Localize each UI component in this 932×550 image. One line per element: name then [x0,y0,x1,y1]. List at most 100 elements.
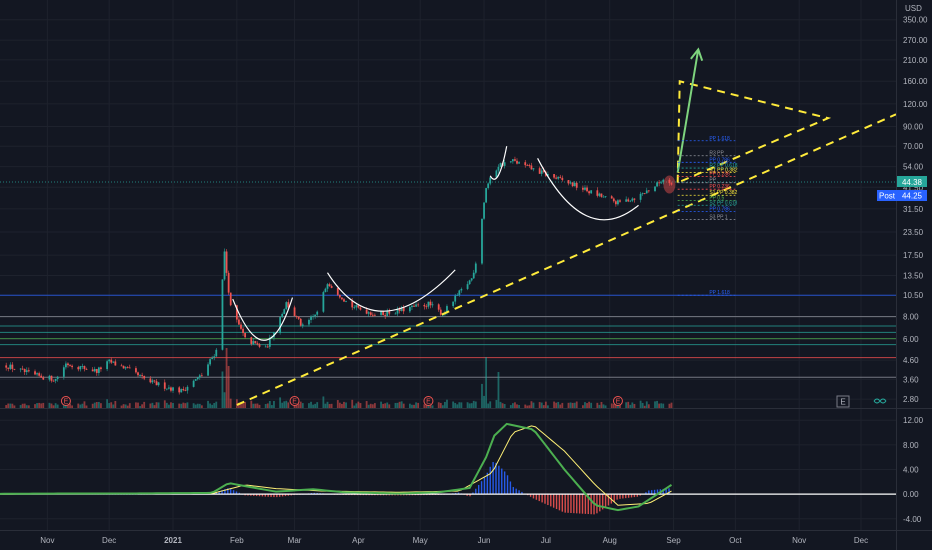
time-tick-label: Nov [792,536,806,545]
macd-histogram-bar [229,488,232,495]
volume-bar [408,403,411,408]
candle-body [229,292,232,306]
volume-bar [295,405,298,408]
macd-histogram-bar [501,468,503,495]
volume-bar [559,404,562,408]
price-axis[interactable]: 350.00 270.00 210.00 160.00 120.00 90.00 70.00… [903,16,928,404]
macd-histogram-bar [515,488,517,495]
macd-histogram-bar [276,494,278,498]
volume-bar [596,402,599,408]
candle-body [221,279,224,350]
candle-body [19,368,22,370]
volume-bar [524,404,527,408]
price-tick-label: 270.00 [903,36,928,45]
candle-body [308,319,310,325]
link-icon[interactable] [873,398,887,404]
macd-histogram-bar [498,465,500,495]
macd-histogram-bar [538,494,540,502]
volume-bar [238,402,240,408]
macd-histogram-bar [535,494,538,500]
candle-body [345,301,347,302]
e-button-label[interactable]: E [840,398,845,407]
volume-bar [532,402,535,408]
volume-bar [69,403,71,408]
macd-histogram-bar [599,494,601,512]
candle-body [21,368,24,370]
candle-body [380,311,382,315]
macd-histogram-bar [558,494,561,511]
candle-body [172,387,174,391]
candle-body [85,368,88,370]
candle-body [163,382,166,389]
volume-bar [328,404,331,408]
candle-body [322,292,325,312]
candle-body [110,359,113,363]
price-tick-label: 17.50 [903,251,924,260]
candle-body [264,346,267,348]
candle-body [312,316,314,317]
volume-bar [470,403,473,408]
time-tick-label: 2021 [164,536,182,545]
volume-bar [439,402,442,408]
e-button[interactable]: E [836,395,850,408]
volume-bar [501,403,504,408]
time-axis[interactable]: Nov Dec 2021 Feb Mar Apr May Jun Jul Aug Sep Oct Nov… [40,536,868,545]
candle-body [343,299,345,302]
volume-bar [299,401,302,408]
candle-body [499,163,502,167]
candle-body [48,375,51,380]
candle-body [503,162,506,166]
candle-body [617,200,619,205]
candle-body [485,188,488,203]
volume-bar [341,403,343,408]
candle-body [614,201,617,205]
candle-body [612,198,615,202]
volume-bar [641,402,644,408]
volume-bar [660,403,663,408]
candle-body [468,280,471,285]
candle-body [571,182,574,187]
candle-body [215,349,218,357]
volume-bar [67,403,69,408]
volume-bar [155,402,158,408]
volume-bar [561,402,564,408]
indicator-axis[interactable]: 12.00 8.00 4.00 0.00 -4.00 [903,416,924,524]
candle-body [139,375,141,376]
volume-bar [489,401,492,408]
volume-bar [168,404,170,408]
volume-bar [7,403,10,408]
volume-bar [586,403,588,408]
candle-body [170,387,172,391]
volume-bar [308,403,310,408]
candle-body [56,376,59,379]
macd-histogram-bar [567,494,569,513]
target-arrow-shaft [676,49,700,173]
candle-body [662,179,665,183]
volume-bar [163,400,166,408]
macd-histogram-bar [544,494,546,504]
volume-bar [252,403,255,408]
volume-bar [137,402,139,408]
volume-bar [643,405,646,408]
e-button-frame[interactable] [836,395,850,408]
volume-bar [590,402,593,408]
macd-histogram-bar [532,494,535,499]
macd-histogram-bar [616,494,618,500]
volume-bar [604,405,607,408]
candle-body [184,390,187,391]
volume-bar [514,402,516,408]
price-tag-last: 44.38 [897,175,927,187]
volume-bar [573,402,576,408]
volume-bar [575,401,578,408]
macd-histogram-bar [622,494,624,499]
volume-bar [71,405,73,408]
volume-bar [151,402,154,408]
volume-bar [225,348,228,408]
volume-bar [312,404,314,408]
earnings-marker-label: E [616,399,621,406]
macd-histogram-bar [495,462,497,495]
candle-body [619,200,621,202]
volume-bar [526,405,529,408]
candle-body [137,372,139,376]
